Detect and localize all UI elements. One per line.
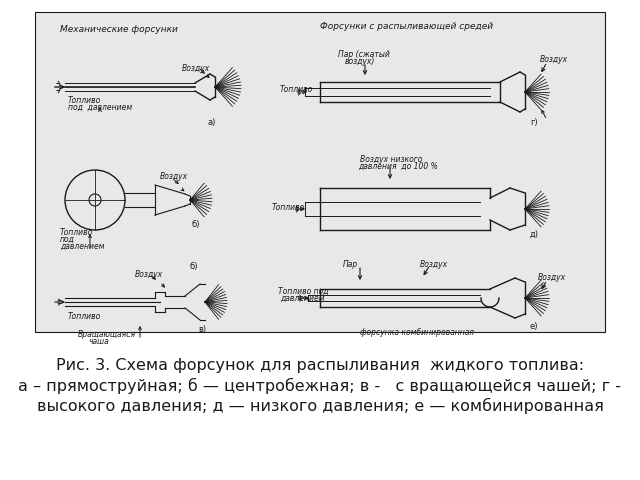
Text: б): б) [192, 220, 200, 229]
Text: Рис. 3. Схема форсунок для распыливания  жидкого топлива:: Рис. 3. Схема форсунок для распыливания … [56, 358, 584, 373]
Text: Топливо: Топливо [272, 203, 305, 212]
Text: в): в) [198, 325, 206, 334]
Text: Топливо: Топливо [280, 85, 313, 94]
Text: давлением: давлением [60, 242, 104, 251]
Text: е): е) [530, 322, 538, 331]
Text: Топливо: Топливо [68, 96, 101, 105]
Text: Механические форсунки: Механические форсунки [60, 25, 178, 34]
Bar [35, 12, 605, 332]
Text: Воздух: Воздух [540, 55, 568, 64]
Text: г): г) [530, 118, 538, 127]
Text: давления  до 100 %: давления до 100 % [358, 162, 438, 171]
Text: Вращающаяся: Вращающаяся [78, 330, 136, 339]
Text: Воздух: Воздух [160, 172, 188, 181]
Text: форсунка комбинированная: форсунка комбинированная [360, 328, 474, 337]
Text: чаша: чаша [88, 337, 109, 346]
Text: Топливо: Топливо [68, 312, 101, 321]
Text: а): а) [208, 118, 216, 127]
Text: Топливо под: Топливо под [278, 287, 328, 296]
Text: а – прямоструйная; б — центробежная; в -   с вращающейся чашей; г -: а – прямоструйная; б — центробежная; в -… [19, 378, 621, 394]
Text: воздух): воздух) [345, 57, 376, 66]
Text: Пар: Пар [343, 260, 358, 269]
Text: б): б) [190, 262, 198, 271]
Text: Воздух: Воздух [538, 273, 566, 282]
Text: Топливо: Топливо [60, 228, 93, 237]
Text: Воздух: Воздух [420, 260, 448, 269]
Text: Форсунки с распыливающей средей: Форсунки с распыливающей средей [320, 22, 493, 31]
Text: Воздух: Воздух [182, 64, 210, 73]
Text: под: под [60, 235, 75, 244]
Text: Воздух низкого: Воздух низкого [360, 155, 422, 164]
Text: Пар (сжатый: Пар (сжатый [338, 50, 390, 59]
Text: давлением: давлением [280, 294, 324, 303]
Text: под  давлением: под давлением [68, 103, 132, 112]
Text: высокого давления; д — низкого давления; е — комбинированная: высокого давления; д — низкого давления;… [36, 398, 604, 414]
Text: д): д) [530, 230, 539, 239]
Text: Воздух: Воздух [135, 270, 163, 279]
